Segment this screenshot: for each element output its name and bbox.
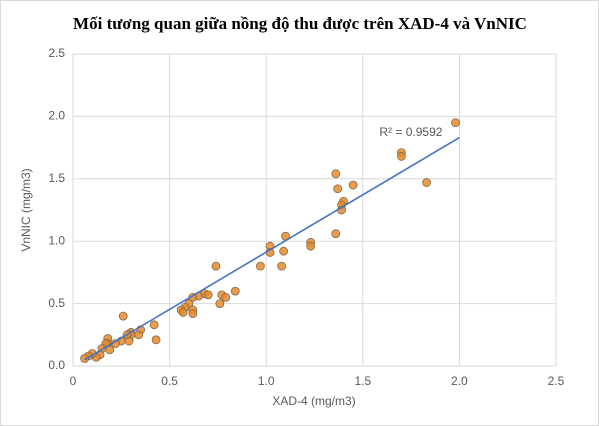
point: [118, 311, 128, 321]
point: [306, 241, 316, 251]
y-axis-label: VnNIC (mg/m3): [19, 168, 33, 251]
point: [331, 169, 341, 179]
point: [256, 261, 265, 271]
y-tick-label: 0.0: [48, 358, 65, 372]
point: [277, 261, 287, 271]
point: [279, 246, 288, 256]
point: [230, 286, 240, 296]
point: [211, 261, 221, 271]
point: [203, 290, 213, 300]
x-axis-label: XAD-4 (mg/m3): [272, 394, 355, 408]
point: [80, 354, 89, 363]
x-tick-label: 2.0: [451, 374, 468, 388]
trendline-label: R² = 0.9592: [379, 125, 442, 139]
trendline: [84, 136, 460, 361]
y-tick-label: 2.0: [48, 109, 65, 123]
point: [333, 184, 343, 194]
x-tick-label: 0.5: [161, 374, 178, 388]
point: [151, 335, 161, 345]
point: [188, 309, 198, 318]
point: [451, 118, 460, 128]
point: [124, 336, 134, 346]
y-tick-label: 1.5: [48, 171, 65, 185]
y-tick-label: 0.5: [48, 296, 65, 310]
point: [422, 178, 431, 187]
point: [397, 151, 406, 161]
point: [149, 320, 159, 330]
chart-title: Mối tương quan giữa nồng độ thu được trê…: [73, 14, 527, 33]
point: [134, 330, 144, 340]
x-tick-label: 1.5: [354, 374, 371, 388]
x-tick-label: 0: [70, 374, 77, 388]
y-tick-label: 1.0: [48, 233, 65, 247]
x-tick-label: 2.5: [548, 374, 565, 388]
point: [331, 229, 341, 239]
x-tick-label: 1.0: [258, 374, 275, 388]
point: [215, 299, 225, 309]
point: [221, 292, 231, 302]
point: [178, 307, 188, 317]
y-tick-label: 2.5: [48, 46, 65, 60]
point: [348, 180, 358, 190]
